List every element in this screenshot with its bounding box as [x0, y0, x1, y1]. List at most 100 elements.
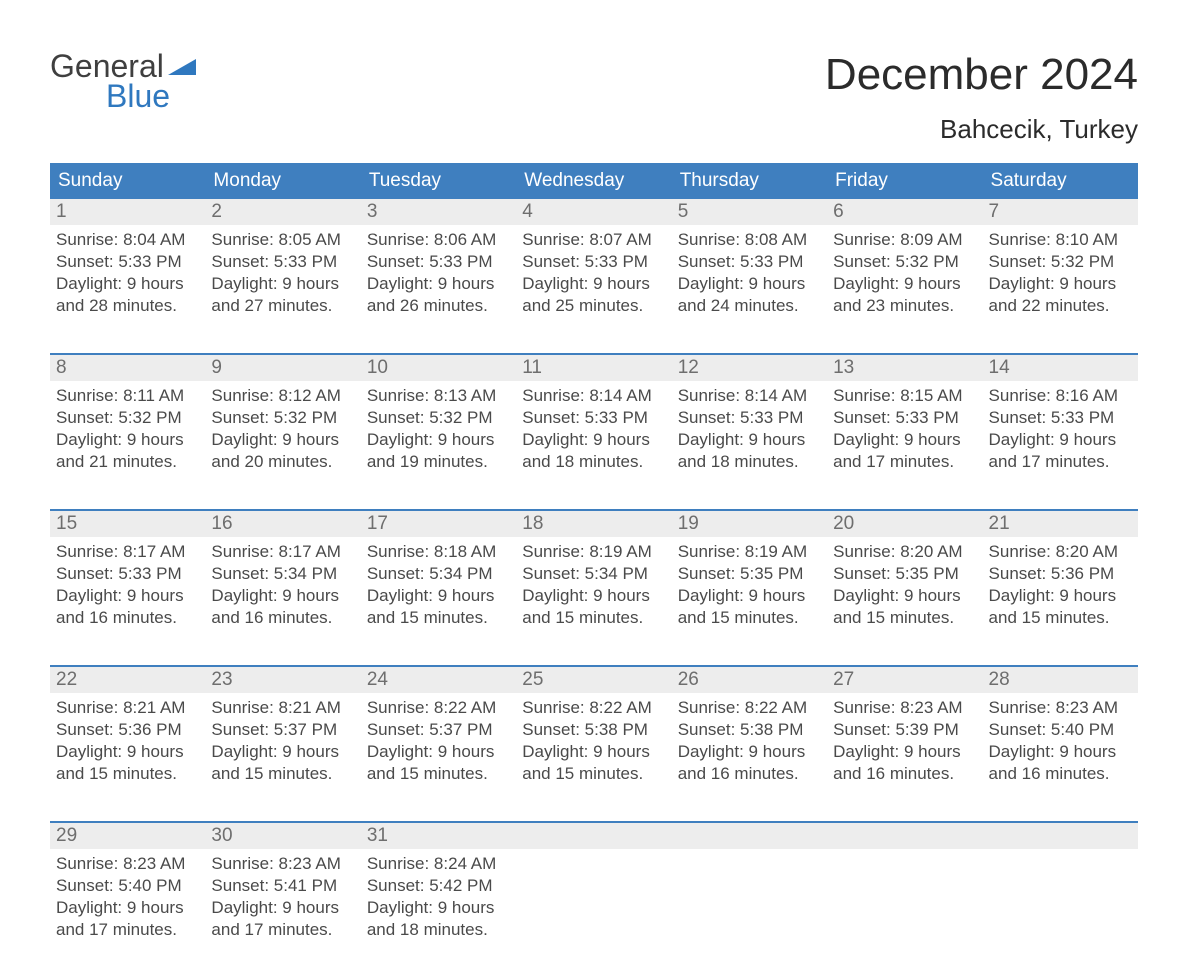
daylight-line1: Daylight: 9 hours	[678, 741, 821, 763]
info-row: Sunrise: 8:17 AMSunset: 5:33 PMDaylight:…	[50, 537, 1138, 665]
daynum-cell	[672, 823, 827, 849]
daylight-line1: Daylight: 9 hours	[678, 429, 821, 451]
day-info: Sunrise: 8:20 AMSunset: 5:36 PMDaylight:…	[989, 537, 1132, 629]
day-cell	[516, 849, 671, 977]
day-cell: Sunrise: 8:24 AMSunset: 5:42 PMDaylight:…	[361, 849, 516, 977]
day-info: Sunrise: 8:04 AMSunset: 5:33 PMDaylight:…	[56, 225, 199, 317]
daynum-cell: 28	[983, 667, 1138, 693]
daylight-line2: and 15 minutes.	[211, 763, 354, 785]
calendar: SundayMondayTuesdayWednesdayThursdayFrid…	[50, 163, 1138, 977]
day-number: 5	[678, 201, 689, 222]
day-info: Sunrise: 8:23 AMSunset: 5:40 PMDaylight:…	[56, 849, 199, 941]
day-cell: Sunrise: 8:10 AMSunset: 5:32 PMDaylight:…	[983, 225, 1138, 353]
daynum-cell: 22	[50, 667, 205, 693]
daynum-cell	[516, 823, 671, 849]
sunrise-line: Sunrise: 8:23 AM	[211, 853, 354, 875]
day-info: Sunrise: 8:22 AMSunset: 5:38 PMDaylight:…	[522, 693, 665, 785]
sunset-line: Sunset: 5:37 PM	[367, 719, 510, 741]
daynum-cell: 11	[516, 355, 671, 381]
day-number: 22	[56, 669, 77, 690]
day-number: 14	[989, 357, 1010, 378]
day-cell: Sunrise: 8:23 AMSunset: 5:39 PMDaylight:…	[827, 693, 982, 821]
day-cell: Sunrise: 8:16 AMSunset: 5:33 PMDaylight:…	[983, 381, 1138, 509]
daynum-cell: 31	[361, 823, 516, 849]
day-info: Sunrise: 8:19 AMSunset: 5:35 PMDaylight:…	[678, 537, 821, 629]
day-info: Sunrise: 8:20 AMSunset: 5:35 PMDaylight:…	[833, 537, 976, 629]
day-cell: Sunrise: 8:14 AMSunset: 5:33 PMDaylight:…	[672, 381, 827, 509]
info-row: Sunrise: 8:04 AMSunset: 5:33 PMDaylight:…	[50, 225, 1138, 353]
sunrise-line: Sunrise: 8:21 AM	[56, 697, 199, 719]
daynum-cell: 29	[50, 823, 205, 849]
sunset-line: Sunset: 5:33 PM	[522, 251, 665, 273]
sunset-line: Sunset: 5:40 PM	[56, 875, 199, 897]
day-cell: Sunrise: 8:06 AMSunset: 5:33 PMDaylight:…	[361, 225, 516, 353]
day-info: Sunrise: 8:23 AMSunset: 5:39 PMDaylight:…	[833, 693, 976, 785]
day-cell: Sunrise: 8:23 AMSunset: 5:40 PMDaylight:…	[983, 693, 1138, 821]
info-row: Sunrise: 8:21 AMSunset: 5:36 PMDaylight:…	[50, 693, 1138, 821]
day-number: 17	[367, 513, 388, 534]
daylight-line2: and 27 minutes.	[211, 295, 354, 317]
sunrise-line: Sunrise: 8:14 AM	[678, 385, 821, 407]
daynum-cell: 19	[672, 511, 827, 537]
day-number: 26	[678, 669, 699, 690]
day-cell: Sunrise: 8:17 AMSunset: 5:34 PMDaylight:…	[205, 537, 360, 665]
day-cell: Sunrise: 8:09 AMSunset: 5:32 PMDaylight:…	[827, 225, 982, 353]
daylight-line1: Daylight: 9 hours	[367, 429, 510, 451]
day-cell: Sunrise: 8:22 AMSunset: 5:38 PMDaylight:…	[516, 693, 671, 821]
daynum-cell: 27	[827, 667, 982, 693]
day-number: 25	[522, 669, 543, 690]
day-number: 19	[678, 513, 699, 534]
daylight-line1: Daylight: 9 hours	[56, 585, 199, 607]
day-cell: Sunrise: 8:05 AMSunset: 5:33 PMDaylight:…	[205, 225, 360, 353]
daylight-line1: Daylight: 9 hours	[833, 429, 976, 451]
day-info: Sunrise: 8:14 AMSunset: 5:33 PMDaylight:…	[678, 381, 821, 473]
daylight-line2: and 17 minutes.	[833, 451, 976, 473]
daylight-line2: and 16 minutes.	[678, 763, 821, 785]
daylight-line2: and 15 minutes.	[367, 607, 510, 629]
day-cell	[672, 849, 827, 977]
daylight-line2: and 23 minutes.	[833, 295, 976, 317]
day-number: 7	[989, 201, 1000, 222]
sunset-line: Sunset: 5:33 PM	[989, 407, 1132, 429]
day-cell: Sunrise: 8:20 AMSunset: 5:35 PMDaylight:…	[827, 537, 982, 665]
day-cell: Sunrise: 8:17 AMSunset: 5:33 PMDaylight:…	[50, 537, 205, 665]
sunrise-line: Sunrise: 8:19 AM	[678, 541, 821, 563]
sunset-line: Sunset: 5:32 PM	[367, 407, 510, 429]
sunrise-line: Sunrise: 8:19 AM	[522, 541, 665, 563]
week-block: 15161718192021Sunrise: 8:17 AMSunset: 5:…	[50, 509, 1138, 665]
day-info: Sunrise: 8:11 AMSunset: 5:32 PMDaylight:…	[56, 381, 199, 473]
daynum-row: 15161718192021	[50, 511, 1138, 537]
daylight-line1: Daylight: 9 hours	[989, 585, 1132, 607]
sunrise-line: Sunrise: 8:11 AM	[56, 385, 199, 407]
daynum-row: 891011121314	[50, 355, 1138, 381]
day-info: Sunrise: 8:06 AMSunset: 5:33 PMDaylight:…	[367, 225, 510, 317]
flag-icon	[168, 50, 196, 82]
day-info: Sunrise: 8:12 AMSunset: 5:32 PMDaylight:…	[211, 381, 354, 473]
daynum-cell: 12	[672, 355, 827, 381]
sunset-line: Sunset: 5:32 PM	[833, 251, 976, 273]
day-cell: Sunrise: 8:08 AMSunset: 5:33 PMDaylight:…	[672, 225, 827, 353]
day-cell	[983, 849, 1138, 977]
daynum-cell: 16	[205, 511, 360, 537]
day-number: 18	[522, 513, 543, 534]
daylight-line1: Daylight: 9 hours	[211, 273, 354, 295]
day-number: 2	[211, 201, 222, 222]
day-number: 20	[833, 513, 854, 534]
daylight-line2: and 16 minutes.	[56, 607, 199, 629]
daynum-cell: 14	[983, 355, 1138, 381]
daynum-cell	[983, 823, 1138, 849]
day-info: Sunrise: 8:24 AMSunset: 5:42 PMDaylight:…	[367, 849, 510, 941]
day-info: Sunrise: 8:16 AMSunset: 5:33 PMDaylight:…	[989, 381, 1132, 473]
day-cell: Sunrise: 8:12 AMSunset: 5:32 PMDaylight:…	[205, 381, 360, 509]
day-cell: Sunrise: 8:21 AMSunset: 5:36 PMDaylight:…	[50, 693, 205, 821]
daynum-cell: 25	[516, 667, 671, 693]
daynum-cell: 23	[205, 667, 360, 693]
daynum-cell: 8	[50, 355, 205, 381]
sunrise-line: Sunrise: 8:07 AM	[522, 229, 665, 251]
info-row: Sunrise: 8:23 AMSunset: 5:40 PMDaylight:…	[50, 849, 1138, 977]
sunset-line: Sunset: 5:36 PM	[989, 563, 1132, 585]
day-cell: Sunrise: 8:18 AMSunset: 5:34 PMDaylight:…	[361, 537, 516, 665]
day-number: 31	[367, 825, 388, 846]
day-number: 4	[522, 201, 533, 222]
day-cell: Sunrise: 8:14 AMSunset: 5:33 PMDaylight:…	[516, 381, 671, 509]
